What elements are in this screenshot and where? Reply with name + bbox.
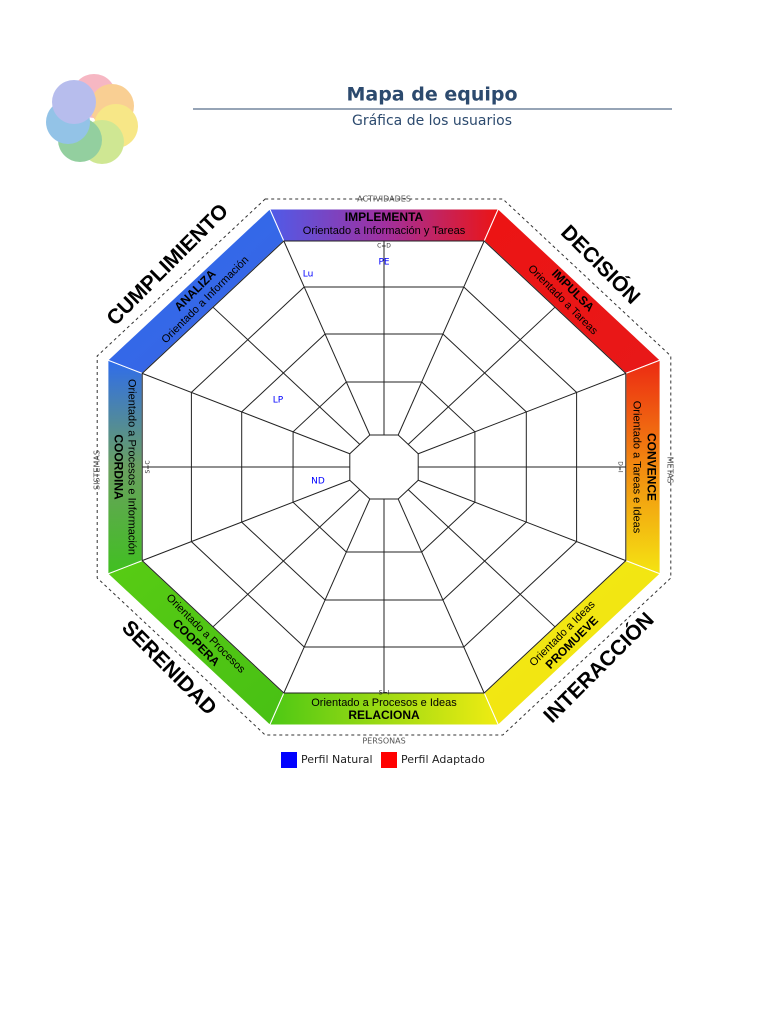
band-title: CONVENCE [644,433,658,501]
user-label: ND [311,477,325,487]
band-title: COORDINA [111,434,125,500]
axis-code: S=I [379,690,390,697]
band-subtitle: Orientado a Procesos e Información [126,379,138,555]
grid-spoke [212,489,361,628]
grid-spoke [141,372,350,455]
user-label: Lu [303,270,314,280]
user-label: LP [273,396,284,406]
legend-label: Perfil Adaptado [401,753,485,766]
legend-swatch [381,752,397,768]
axis-code: S=C [145,460,152,473]
legend-swatch [281,752,297,768]
grid-spoke [397,498,485,694]
band-subtitle: Orientado a Procesos e Ideas [311,697,457,709]
grid-spoke [141,479,350,562]
axis-code: C=D [377,243,391,250]
guide-outline [96,198,672,736]
axis-label: PERSONAS [362,737,405,746]
user-label: PE [378,258,389,268]
axis-code: D=I [617,461,624,473]
grid-spoke [418,479,627,562]
axis-label: SISTEMAS [93,450,102,490]
band-subtitle: Orientado a Tareas e Ideas [631,401,643,534]
grid-spoke [283,240,371,436]
grid-spoke [283,498,371,694]
page-subtitle: Gráfica de los usuarios [352,113,512,129]
grid-spoke [212,306,361,445]
logo [46,74,138,164]
page-title: Mapa de equipo [346,84,517,106]
axis-label: ACTIVIDADES [357,195,411,204]
band-title: RELACIONA [348,708,420,722]
grid-spoke [397,240,485,436]
grid-spoke [407,489,556,628]
legend-label: Perfil Natural [301,753,373,766]
grid-spoke [418,372,627,455]
axis-label: METAS [666,457,675,484]
band-subtitle: Orientado a Información y Tareas [303,225,466,237]
grid-spoke [407,306,556,445]
band-title: IMPLEMENTA [345,210,424,224]
